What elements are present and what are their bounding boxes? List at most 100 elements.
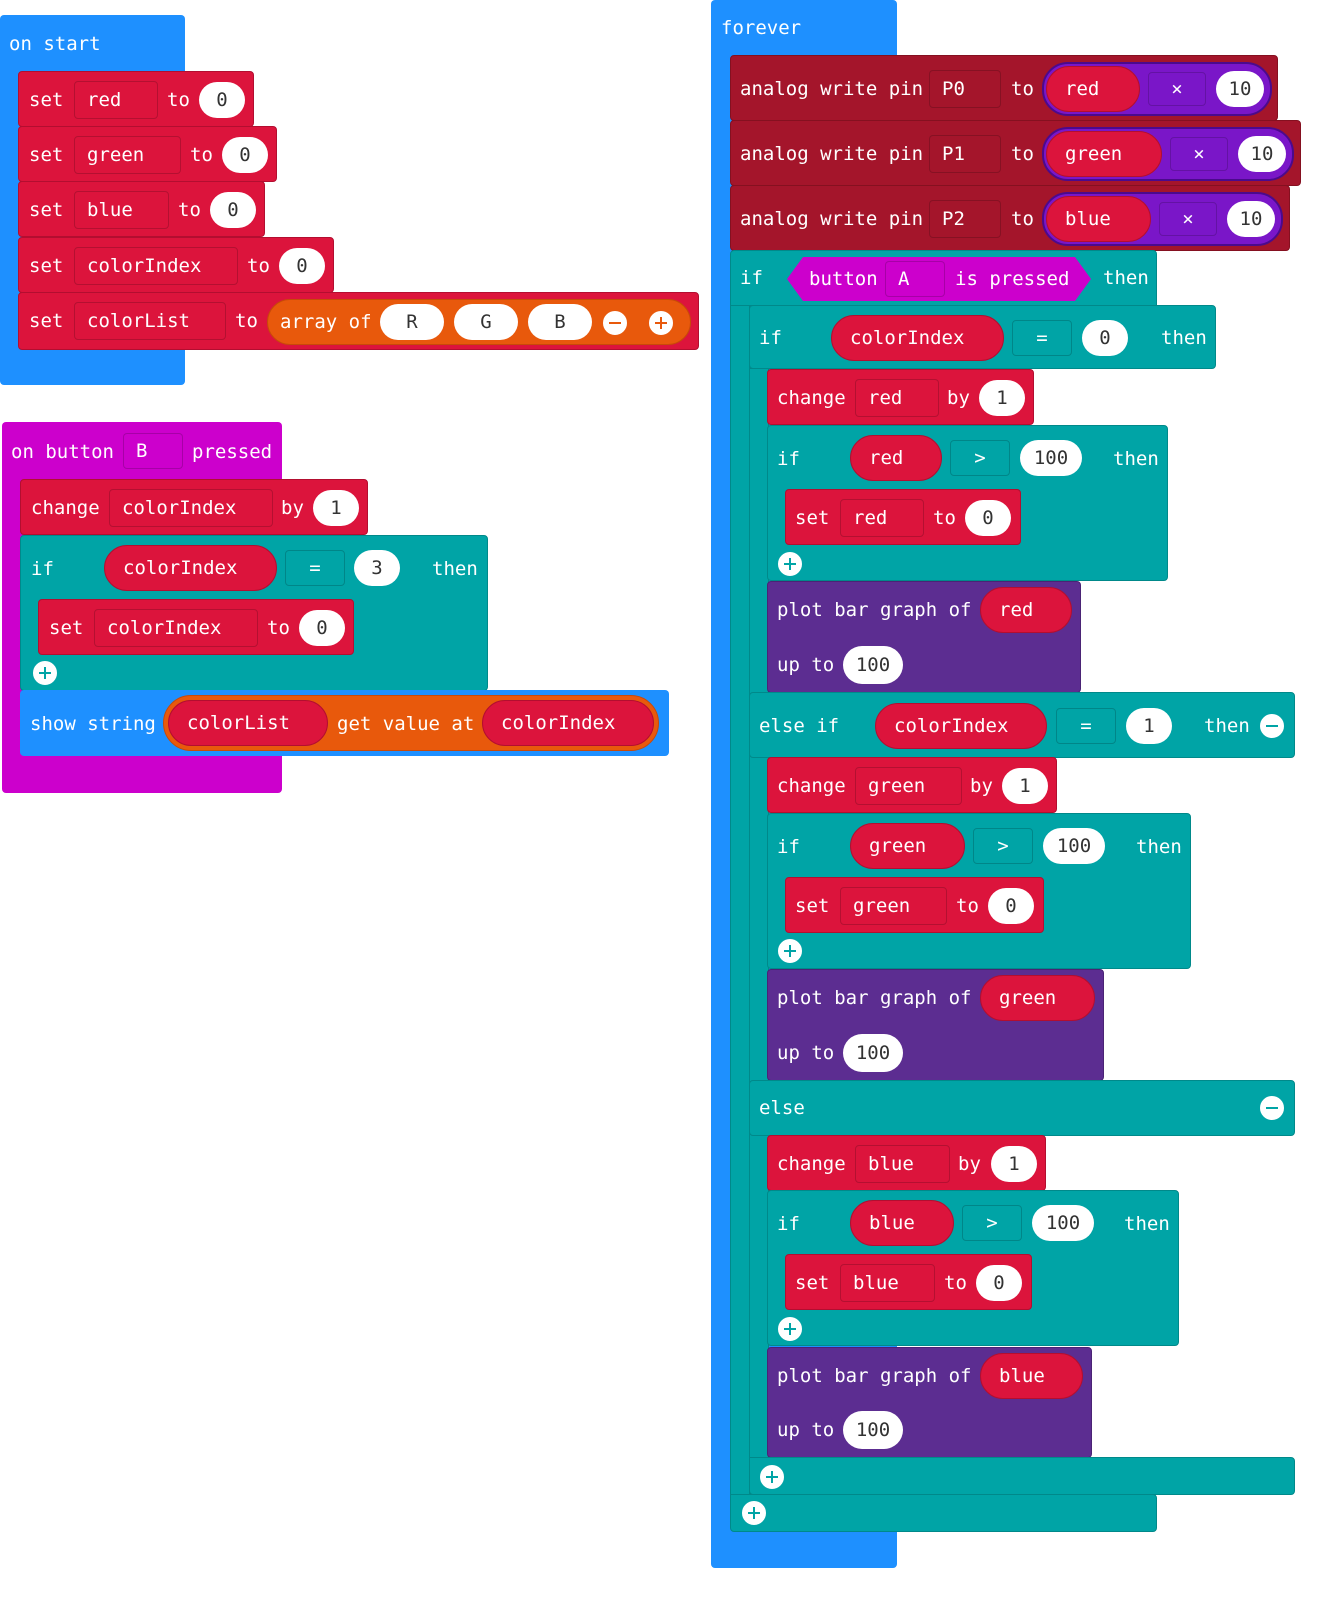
variable-dropdown-blue[interactable]: blue [840, 1264, 935, 1302]
change-green-block[interactable]: change green by 1 [767, 757, 1057, 813]
value-input[interactable]: 0 [1082, 320, 1128, 356]
variable-green[interactable]: green [850, 823, 965, 869]
operator-dropdown[interactable]: × [1159, 202, 1217, 236]
variable-dropdown-colorindex[interactable]: colorIndex [94, 609, 258, 647]
value-input[interactable]: 0 [199, 82, 245, 118]
variable-green[interactable]: green [1046, 131, 1162, 177]
set-green-block[interactable]: set green to 0 [785, 877, 1044, 933]
set-colorindex-block[interactable]: set colorIndex to 0 [18, 237, 334, 293]
set-blue-block[interactable]: set blue to 0 [785, 1254, 1032, 1310]
show-string-block[interactable]: show string colorList get value at color… [20, 690, 669, 756]
else-if-block[interactable]: else if colorIndex = 1 then [749, 692, 1295, 758]
variable-dropdown-red[interactable]: red [855, 379, 939, 417]
get-value-block[interactable]: colorList get value at colorIndex [163, 695, 659, 751]
value-input[interactable]: 0 [210, 192, 256, 228]
set-colorindex-block[interactable]: set colorIndex to 0 [38, 599, 354, 655]
compare-block[interactable]: colorIndex = 1 [848, 696, 1194, 756]
set-red-block[interactable]: set red to 0 [785, 489, 1021, 545]
analog-write-p0-block[interactable]: analog write pin P0 to red × 10 [730, 55, 1278, 121]
compare-block[interactable]: colorIndex = 3 [77, 538, 422, 598]
operator-dropdown[interactable]: = [1012, 320, 1072, 356]
add-else-icon[interactable] [742, 1501, 766, 1525]
operator-dropdown[interactable]: × [1170, 137, 1228, 171]
variable-colorindex[interactable]: colorIndex [875, 703, 1047, 749]
value-input[interactable]: 1 [1002, 768, 1048, 804]
change-blue-block[interactable]: change blue by 1 [767, 1135, 1046, 1191]
add-else-icon[interactable] [760, 1465, 784, 1489]
multiply-block[interactable]: red × 10 [1042, 62, 1272, 116]
add-else-icon[interactable] [778, 552, 802, 576]
set-blue-block[interactable]: set blue to 0 [18, 181, 265, 237]
variable-dropdown-green[interactable]: green [74, 136, 181, 174]
multiply-block[interactable]: green × 10 [1042, 127, 1294, 181]
if-button-a-block[interactable]: if button A is pressed then [730, 250, 1157, 306]
value-input[interactable]: 1 [979, 380, 1025, 416]
array-item-g[interactable]: G [454, 304, 518, 340]
variable-red[interactable]: red [1046, 66, 1140, 112]
variable-colorindex[interactable]: colorIndex [104, 545, 277, 591]
value-input[interactable]: 1 [991, 1146, 1037, 1182]
pin-dropdown[interactable]: P0 [929, 70, 1001, 108]
value-input[interactable]: 0 [965, 500, 1011, 536]
variable-colorindex[interactable]: colorIndex [831, 315, 1004, 361]
variable-blue[interactable]: blue [1046, 196, 1151, 242]
value-input[interactable]: 0 [976, 1265, 1022, 1301]
variable-dropdown-red[interactable]: red [74, 81, 158, 119]
variable-blue[interactable]: blue [980, 1353, 1083, 1399]
operator-dropdown[interactable]: × [1148, 72, 1206, 106]
operator-dropdown[interactable]: > [950, 440, 1010, 476]
compare-block[interactable]: green > 100 [824, 816, 1127, 876]
pin-dropdown[interactable]: P1 [929, 135, 1001, 173]
button-dropdown[interactable]: A [885, 261, 945, 297]
button-is-pressed-block[interactable]: button A is pressed [787, 257, 1091, 301]
remove-item-icon[interactable] [603, 311, 627, 335]
value-input[interactable]: 100 [843, 646, 903, 684]
operator-dropdown[interactable]: > [962, 1205, 1022, 1241]
analog-write-p1-block[interactable]: analog write pin P1 to green × 10 [730, 120, 1301, 186]
variable-dropdown-colorindex[interactable]: colorIndex [109, 489, 273, 527]
variable-red[interactable]: red [850, 435, 942, 481]
else-block[interactable]: else [749, 1080, 1295, 1136]
value-input[interactable]: 3 [354, 550, 400, 586]
operator-dropdown[interactable]: = [1056, 708, 1116, 744]
value-input[interactable]: 0 [279, 248, 325, 284]
variable-dropdown-colorindex[interactable]: colorIndex [74, 247, 238, 285]
value-input[interactable]: 100 [843, 1034, 903, 1072]
remove-else-if-icon[interactable] [1260, 714, 1284, 738]
change-red-block[interactable]: change red by 1 [767, 369, 1034, 425]
value-input[interactable]: 100 [843, 1411, 903, 1449]
variable-dropdown-green[interactable]: green [840, 887, 947, 925]
multiply-block[interactable]: blue × 10 [1042, 192, 1283, 246]
variable-dropdown-green[interactable]: green [855, 767, 962, 805]
add-item-icon[interactable] [649, 311, 673, 335]
value-input[interactable]: 100 [1032, 1205, 1094, 1241]
variable-blue[interactable]: blue [850, 1200, 954, 1246]
add-else-icon[interactable] [33, 661, 57, 685]
operator-dropdown[interactable]: > [973, 828, 1033, 864]
plot-bar-graph-green-block[interactable]: plot bar graph of green up to 100 [767, 969, 1104, 1081]
array-of-block[interactable]: array of R G B [267, 299, 691, 345]
variable-green[interactable]: green [980, 975, 1095, 1021]
variable-dropdown-colorlist[interactable]: colorList [74, 302, 226, 340]
array-item-b[interactable]: B [528, 304, 592, 340]
variable-dropdown-red[interactable]: red [840, 499, 924, 537]
variable-colorlist[interactable]: colorList [168, 700, 328, 746]
analog-write-p2-block[interactable]: analog write pin P2 to blue × 10 [730, 185, 1290, 251]
compare-block[interactable]: colorIndex = 0 [804, 308, 1150, 368]
value-input[interactable]: 0 [988, 888, 1034, 924]
change-colorindex-block[interactable]: change colorIndex by 1 [20, 479, 368, 535]
add-else-icon[interactable] [778, 939, 802, 963]
value-input[interactable]: 10 [1216, 71, 1264, 107]
remove-else-icon[interactable] [1260, 1096, 1284, 1120]
operator-dropdown[interactable]: = [285, 550, 345, 586]
variable-colorindex[interactable]: colorIndex [482, 700, 654, 746]
value-input[interactable]: 100 [1043, 828, 1105, 864]
variable-red[interactable]: red [980, 587, 1072, 633]
value-input[interactable]: 0 [222, 137, 268, 173]
plot-bar-graph-blue-block[interactable]: plot bar graph of blue up to 100 [767, 1347, 1092, 1458]
value-input[interactable]: 10 [1238, 136, 1286, 172]
value-input[interactable]: 0 [299, 610, 345, 646]
variable-dropdown-blue[interactable]: blue [855, 1145, 950, 1183]
if-colorindex-0-block[interactable]: if colorIndex = 0 then [749, 305, 1216, 369]
compare-block[interactable]: red > 100 [824, 428, 1104, 488]
